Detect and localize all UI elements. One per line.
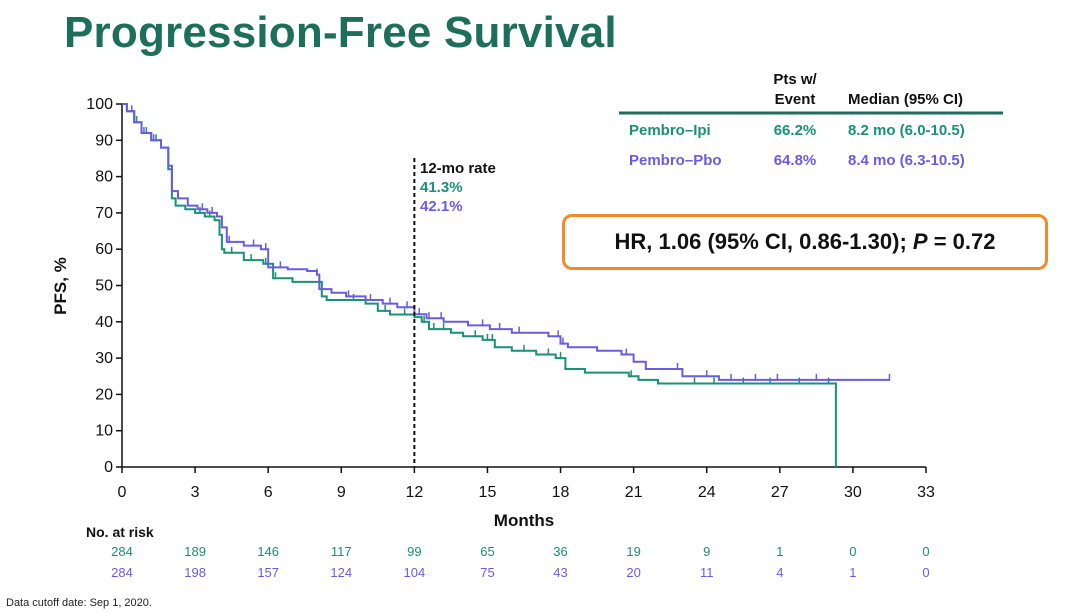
risk-count-0-8: 9: [703, 544, 710, 559]
twelve-month-rate-ipi: 41.3%: [420, 179, 463, 196]
risk-count-1-11: 0: [922, 565, 929, 580]
curve-pembro-pbo: [122, 103, 890, 381]
risk-count-0-7: 19: [626, 544, 640, 559]
y-tick-label-40: 40: [95, 314, 113, 331]
y-tick-label-100: 100: [86, 96, 113, 113]
twelve-month-rate-pbo: 42.1%: [420, 198, 463, 215]
x-tick-label-33: 33: [917, 484, 935, 501]
risk-count-1-1: 198: [184, 565, 206, 580]
risk-count-1-8: 11: [700, 565, 714, 580]
y-tick-label-70: 70: [95, 205, 113, 222]
risk-count-0-0: 284: [111, 544, 133, 559]
curve-pembro-ipi: [122, 103, 837, 467]
x-ticks: 0 3 6 9 12 15 18 21 24 27 30 33: [118, 467, 935, 501]
table-row-pbo-arm: Pembro–Pbo: [629, 152, 722, 169]
table-row-ipi-arm: Pembro–Ipi: [629, 122, 711, 139]
x-tick-label-30: 30: [844, 484, 862, 501]
y-axis-title: PFS, %: [51, 257, 70, 315]
y-tick-label-80: 80: [95, 169, 113, 186]
risk-count-0-3: 117: [331, 544, 352, 559]
risk-count-1-2: 157: [257, 565, 279, 580]
hr-p-label: P: [912, 229, 928, 254]
table-row-ipi-median: 8.2 mo (6.0-10.5): [848, 122, 965, 139]
x-tick-label-12: 12: [405, 484, 423, 501]
summary-table: Pts w/ Event Median (95% CI) Pembro–Ipi …: [619, 71, 1003, 169]
risk-count-1-0: 284: [111, 565, 133, 580]
risk-count-1-9: 4: [776, 565, 783, 580]
y-tick-label-20: 20: [95, 386, 113, 403]
risk-count-0-4: 99: [407, 544, 421, 559]
hr-prefix: HR, 1.06 (95% CI, 0.86-1.30);: [614, 229, 913, 254]
y-tick-label-90: 90: [95, 132, 113, 149]
risk-table-title: No. at risk: [86, 524, 154, 540]
footnote: Data cutoff date: Sep 1, 2020.: [6, 597, 152, 609]
x-tick-label-15: 15: [479, 484, 497, 501]
risk-count-1-5: 75: [480, 565, 494, 580]
risk-count-1-7: 20: [626, 565, 640, 580]
x-tick-label-24: 24: [698, 484, 716, 501]
y-tick-label-30: 30: [95, 350, 113, 367]
y-tick-label-50: 50: [95, 278, 113, 295]
survival-curves: [122, 103, 891, 467]
risk-count-1-10: 1: [849, 565, 856, 580]
risk-count-0-1: 189: [184, 544, 206, 559]
risk-count-0-2: 146: [257, 544, 279, 559]
twelve-month-rate-title: 12-mo rate: [420, 160, 496, 177]
x-axis-title: Months: [494, 511, 554, 530]
hazard-ratio-box: HR, 1.06 (95% CI, 0.86-1.30); P = 0.72: [562, 214, 1048, 270]
x-tick-label-3: 3: [191, 484, 200, 501]
x-tick-label-6: 6: [264, 484, 273, 501]
table-header-median: Median (95% CI): [848, 91, 963, 108]
y-tick-label-10: 10: [95, 423, 113, 440]
risk-count-1-6: 43: [553, 565, 567, 580]
x-tick-label-9: 9: [337, 484, 346, 501]
hr-p-value: = 0.72: [927, 229, 996, 254]
risk-count-0-6: 36: [553, 544, 567, 559]
risk-count-0-11: 0: [922, 544, 929, 559]
risk-count-1-4: 104: [404, 565, 426, 580]
x-tick-label-21: 21: [625, 484, 643, 501]
risk-count-1-3: 124: [330, 565, 352, 580]
x-tick-label-0: 0: [118, 484, 127, 501]
table-header-event-line2: Event: [775, 91, 816, 108]
y-tick-label-0: 0: [104, 459, 113, 476]
risk-count-0-5: 65: [480, 544, 494, 559]
table-row-ipi-event: 66.2%: [774, 122, 817, 139]
x-tick-label-27: 27: [771, 484, 789, 501]
y-ticks: 0 10 20 30 40 50 60 70 80 90 100: [86, 96, 122, 476]
risk-count-0-9: 1: [776, 544, 783, 559]
table-row-pbo-median: 8.4 mo (6.3-10.5): [848, 152, 965, 169]
x-tick-label-18: 18: [552, 484, 570, 501]
risk-count-0-10: 0: [849, 544, 856, 559]
table-row-pbo-event: 64.8%: [774, 152, 817, 169]
y-tick-label-60: 60: [95, 241, 113, 258]
slide-title: Progression-Free Survival: [64, 8, 617, 57]
table-header-event-line1: Pts w/: [773, 71, 817, 88]
